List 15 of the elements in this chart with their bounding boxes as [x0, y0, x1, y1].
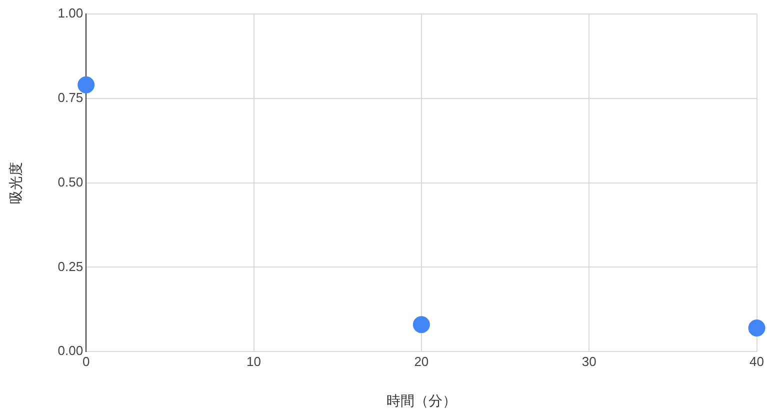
x-tick-label: 0: [82, 354, 90, 369]
x-axis-title: 時間（分）: [386, 392, 456, 408]
x-tick-label: 20: [414, 354, 429, 369]
point: [412, 316, 430, 334]
x-tick-label: 10: [246, 354, 262, 369]
y-tick-label: 0.00: [58, 343, 84, 358]
y-tick-label: 0.25: [58, 258, 84, 274]
y-axis-title: 吸光度: [7, 162, 24, 204]
y-tick-label: 0.75: [58, 90, 84, 105]
x-tick-label: 30: [582, 354, 596, 369]
y-tick-label: 0.50: [58, 174, 84, 190]
y-tick-label: 1.00: [58, 6, 84, 21]
point: [78, 76, 95, 94]
point: [748, 319, 766, 336]
x-tick-label: 40: [750, 354, 764, 369]
